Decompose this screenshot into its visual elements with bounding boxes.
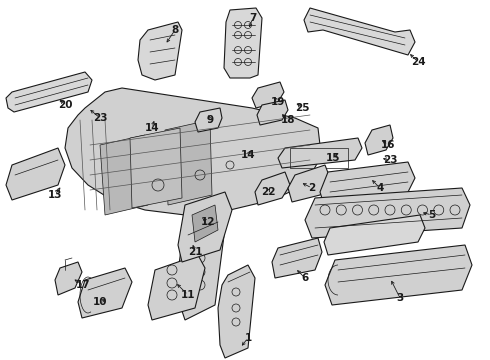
- Polygon shape: [272, 238, 322, 278]
- Text: 15: 15: [326, 153, 340, 163]
- Polygon shape: [178, 215, 225, 320]
- Text: 21: 21: [188, 247, 202, 257]
- Text: 23: 23: [383, 155, 397, 165]
- Text: 10: 10: [93, 297, 107, 307]
- Text: 6: 6: [301, 273, 309, 283]
- Text: 18: 18: [281, 115, 295, 125]
- Polygon shape: [6, 148, 65, 200]
- Polygon shape: [365, 125, 393, 155]
- Polygon shape: [195, 108, 222, 132]
- Polygon shape: [78, 268, 132, 318]
- Polygon shape: [278, 138, 362, 168]
- Polygon shape: [288, 165, 330, 202]
- Text: 5: 5: [428, 210, 436, 220]
- Polygon shape: [224, 8, 262, 78]
- Polygon shape: [218, 265, 255, 358]
- Polygon shape: [6, 72, 92, 112]
- Text: 20: 20: [58, 100, 72, 110]
- Polygon shape: [178, 192, 232, 262]
- Polygon shape: [324, 215, 425, 255]
- Polygon shape: [148, 255, 205, 320]
- Bar: [290, 148, 348, 168]
- Polygon shape: [65, 88, 320, 215]
- Polygon shape: [304, 8, 415, 55]
- Text: 25: 25: [295, 103, 309, 113]
- Text: 12: 12: [201, 217, 215, 227]
- Text: 9: 9: [206, 115, 214, 125]
- Polygon shape: [305, 188, 470, 238]
- Polygon shape: [255, 172, 290, 205]
- Text: 2: 2: [308, 183, 316, 193]
- Text: 11: 11: [181, 290, 195, 300]
- Text: 19: 19: [271, 97, 285, 107]
- Text: 3: 3: [396, 293, 404, 303]
- Text: 16: 16: [381, 140, 395, 150]
- Text: 22: 22: [261, 187, 275, 197]
- Polygon shape: [325, 245, 472, 305]
- Text: 1: 1: [245, 333, 252, 343]
- Polygon shape: [320, 162, 415, 208]
- Text: 14: 14: [241, 150, 255, 160]
- Text: 4: 4: [376, 183, 384, 193]
- Polygon shape: [192, 205, 218, 242]
- Polygon shape: [130, 128, 182, 208]
- Polygon shape: [165, 120, 212, 205]
- Text: 14: 14: [145, 123, 159, 133]
- Text: 24: 24: [411, 57, 425, 67]
- Polygon shape: [100, 135, 148, 215]
- Text: 7: 7: [249, 13, 257, 23]
- Text: 23: 23: [93, 113, 107, 123]
- Polygon shape: [257, 100, 288, 125]
- Text: 8: 8: [172, 25, 179, 35]
- Polygon shape: [55, 262, 82, 295]
- Polygon shape: [138, 22, 182, 80]
- Text: 13: 13: [48, 190, 62, 200]
- Text: 17: 17: [75, 280, 90, 290]
- Polygon shape: [252, 82, 284, 108]
